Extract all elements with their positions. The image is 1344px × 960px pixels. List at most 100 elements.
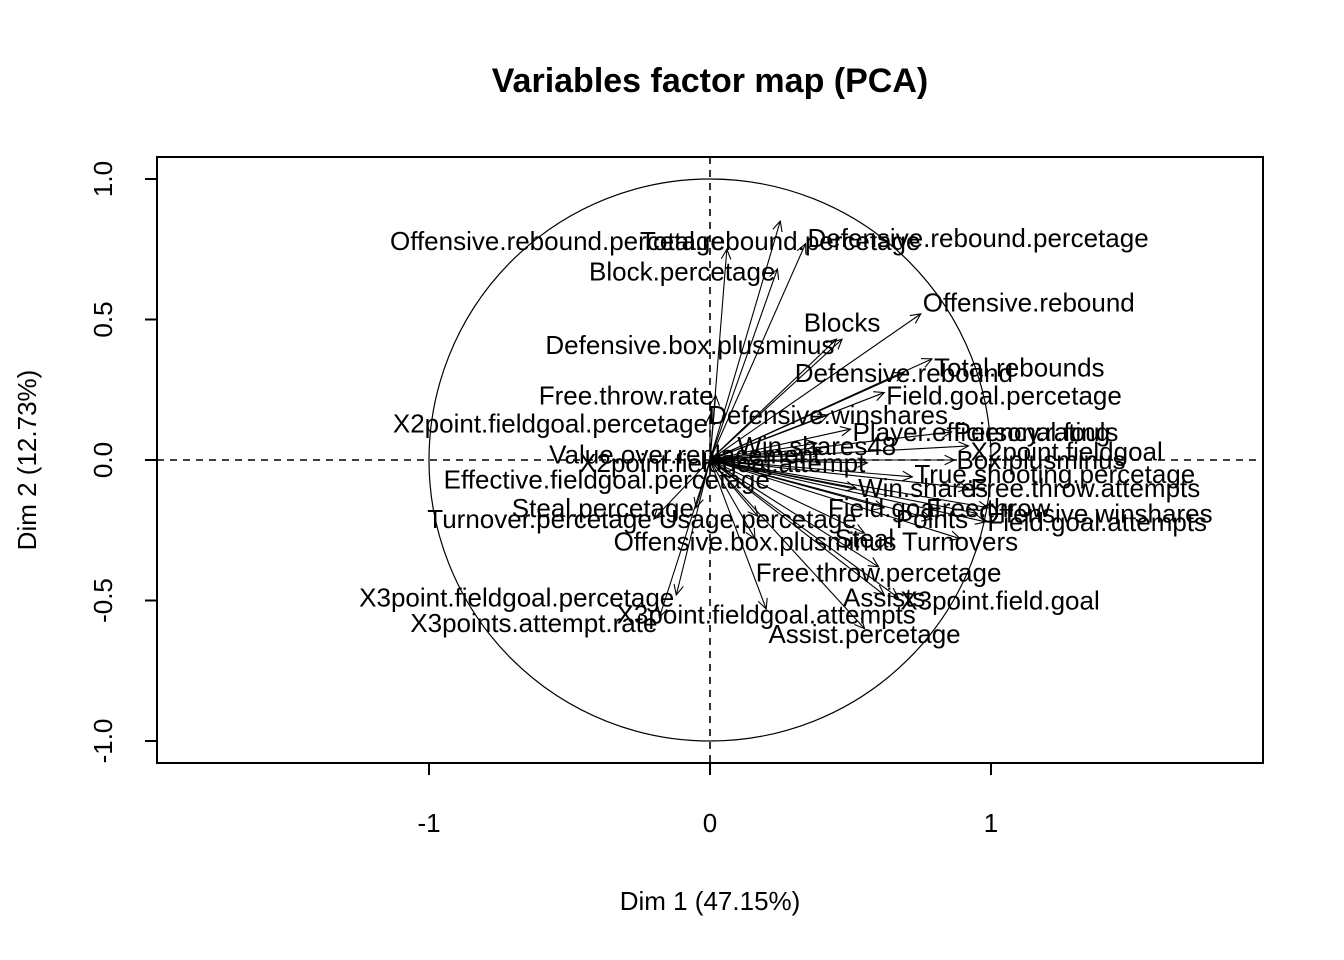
variable-arrowhead <box>757 597 768 611</box>
variable-arrow <box>675 459 711 596</box>
variable-arrow <box>709 220 781 461</box>
variable-label: Steal.percetage <box>512 493 694 523</box>
variable-label: Win.shares <box>858 473 988 503</box>
variable-arrow <box>709 459 969 489</box>
variable-arrowhead <box>920 358 934 368</box>
variable-label: Total.rebound.percetage <box>640 226 920 256</box>
variable-arrow <box>709 459 865 534</box>
x-axis: -1 0 1 <box>417 763 998 838</box>
variable-label: Value.over.replacement <box>549 439 821 469</box>
variable-label: Block.percetage <box>589 257 775 287</box>
variable-label: X3point.fieldgoal.attempts <box>617 600 916 630</box>
variable-arrowhead <box>977 500 990 512</box>
variable-arrowhead <box>873 584 886 596</box>
variable-label: Box.plusminus <box>956 445 1125 475</box>
variable-arrowhead <box>796 242 807 255</box>
variable-arrow <box>709 395 717 461</box>
variable-label: Assist.percetage <box>768 619 960 649</box>
variable-label: Turnovers <box>902 526 1018 556</box>
chart-title: Variables factor map (PCA) <box>492 62 928 100</box>
variable-label: X3points.attempt.rate <box>410 608 657 638</box>
variable-arrow <box>709 268 778 461</box>
variable-label: Offensive.box.plusminus <box>614 526 897 556</box>
variable-label: Free.throw.rate <box>539 380 714 410</box>
y-tick-label: 0.0 <box>88 442 118 478</box>
variable-arrowhead <box>909 313 922 324</box>
variable-label: Effective.fieldgoal.percetage <box>444 465 770 495</box>
variable-label: Defensive.box.plusminus <box>545 330 834 360</box>
variable-arrowhead <box>825 338 838 350</box>
variable-arrowhead <box>747 505 759 518</box>
variable-arrowhead <box>772 219 783 233</box>
variable-label: X2point.fieldgoal.percetage <box>393 408 708 438</box>
x-tick-label: -1 <box>417 808 440 838</box>
variable-arrow <box>709 459 913 478</box>
variable-label: X3point.fieldgoal.percetage <box>359 583 674 613</box>
variable-arrowhead <box>867 557 880 568</box>
variable-arrow <box>709 459 756 539</box>
variable-arrow <box>709 459 868 464</box>
variable-arrow <box>709 459 865 629</box>
variable-label: Steal <box>835 524 894 554</box>
variable-arrowhead <box>854 617 866 630</box>
variable-arrowhead <box>921 511 934 522</box>
variable-arrowhead <box>966 506 979 517</box>
variable-label: Field.goal.attempts <box>987 507 1207 537</box>
variable-arrow <box>709 459 879 568</box>
variable-arrowhead <box>839 426 852 437</box>
variable-label: Defensive.rebound <box>795 358 1013 388</box>
y-axis-label: Dim 2 (12.73%) <box>12 370 42 551</box>
y-tick-label: -0.5 <box>88 578 118 623</box>
variable-arrow <box>653 459 711 520</box>
variable-label: Field.goal.percetage <box>886 380 1122 410</box>
variable-label: Usage.percetage <box>659 504 857 534</box>
y-tick-label: 0.5 <box>88 301 118 337</box>
variable-arrowhead <box>892 372 906 382</box>
variable-label: Total.rebounds <box>934 352 1105 382</box>
variable-label: Free.throw <box>926 493 1050 523</box>
variable-arrow <box>709 459 989 509</box>
variable-arrowhead <box>817 413 830 424</box>
variable-arrowhead <box>857 457 869 468</box>
variable-arrow <box>709 431 952 461</box>
variable-arrow <box>709 414 829 461</box>
variable-arrow <box>709 243 807 461</box>
variable-arrowhead <box>745 527 756 540</box>
variable-arrowhead <box>673 583 684 597</box>
variable-arrow <box>709 459 933 520</box>
variable-arrowhead <box>831 338 844 350</box>
variable-arrowhead <box>974 514 987 525</box>
variable-arrow <box>658 459 711 618</box>
x-tick-label: 0 <box>703 808 717 838</box>
variable-labels: Total.rebound.percetage Offensive.rebound… <box>359 223 1212 649</box>
variable-arrow <box>709 459 767 610</box>
variable-label: Points <box>896 504 968 534</box>
variable-arrows <box>652 219 990 630</box>
variable-label: Player.efficiency.rating <box>853 417 1111 447</box>
y-axis: -1.0 -0.5 0.0 0.5 1.0 <box>88 161 157 763</box>
variable-arrow <box>709 338 843 461</box>
variable-label: Free.throw.attempts <box>971 473 1201 503</box>
variable-arrowhead <box>709 394 721 406</box>
variable-arrowhead <box>652 508 665 520</box>
variable-arrow <box>709 313 922 461</box>
variable-label: Offensive.rebound <box>923 288 1135 318</box>
variable-arrowhead <box>873 391 886 401</box>
variable-label: Personal.fouls <box>954 417 1119 447</box>
variable-label: True.shooting.percetage <box>914 459 1195 489</box>
variable-arrow <box>709 372 905 461</box>
variable-arrow <box>709 338 837 461</box>
variable-label: X2point.fieldgoal.attempt <box>579 448 866 478</box>
variable-arrow <box>709 459 885 596</box>
variable-arrow <box>709 442 817 461</box>
variable-arrow <box>709 459 978 514</box>
variable-label: Defensive.winshares <box>708 400 948 430</box>
variable-arrowhead <box>720 247 732 260</box>
variable-label: Offensive.winshares <box>979 498 1213 528</box>
variable-arrowhead <box>941 427 953 439</box>
variable-arrowhead <box>806 439 819 450</box>
variable-label: Turnover.percetage <box>427 504 652 534</box>
variable-arrow <box>709 445 969 461</box>
variable-label: X3point.field.goal <box>900 586 1099 616</box>
variable-label: Blocks <box>804 307 881 337</box>
